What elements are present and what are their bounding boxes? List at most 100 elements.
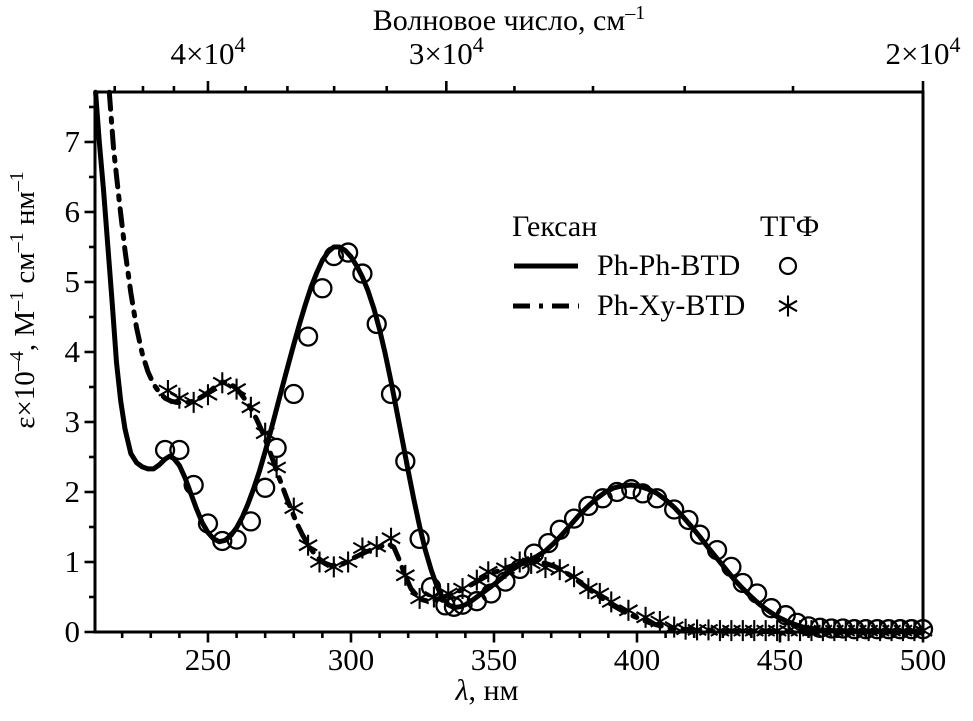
asterisk-marker xyxy=(650,610,670,632)
circle-marker xyxy=(366,313,387,335)
asterisk-marker xyxy=(424,586,444,608)
y-tick-label: 2 xyxy=(65,474,81,509)
circle-marker xyxy=(169,439,190,461)
wavenumber-tick-label: 3×104 xyxy=(409,32,484,71)
asterisk-marker xyxy=(324,556,344,578)
top-axis-title: Волновое число, см–1 xyxy=(373,2,646,38)
circle-marker xyxy=(746,583,768,604)
y-tick-label: 0 xyxy=(65,614,81,649)
curve-ph-xy-btd-dashdot xyxy=(106,89,926,635)
asterisk-marker xyxy=(169,387,189,409)
circle-marker xyxy=(549,519,570,540)
circle-marker xyxy=(197,513,219,534)
x-axis-symbol: λ xyxy=(455,674,469,707)
legend-label-ph-ph-btd: Ph-Ph-BTD xyxy=(597,249,741,282)
y-axis-ticks xyxy=(84,105,95,634)
asterisk-marker xyxy=(635,606,656,628)
asterisk-marker xyxy=(618,599,639,621)
asterisk-marker xyxy=(266,456,287,478)
wavenumber-axis-ticks xyxy=(113,81,925,92)
y-tick-label: 5 xyxy=(65,264,81,299)
asterisk-marker xyxy=(338,551,358,573)
x-tick-label: 300 xyxy=(328,642,375,677)
top-axis-title-text: Волновое число, см xyxy=(372,4,626,37)
circle-marker xyxy=(312,278,333,299)
circle-marker xyxy=(480,583,502,604)
circle-marker xyxy=(212,530,233,552)
x-axis-title: λ, нм xyxy=(455,674,518,708)
asterisk-marker xyxy=(664,616,684,638)
legend-row-ph-ph-btd: Ph-Ph-BTD xyxy=(512,246,819,286)
circle-marker xyxy=(380,383,402,405)
markers-ph-xy-btd-asterisk xyxy=(158,372,933,642)
y-tick-label: 4 xyxy=(65,334,81,369)
legend-label-ph-xy-btd: Ph-Xy-BTD xyxy=(597,289,746,322)
circle-marker xyxy=(323,245,344,267)
x-tick-label: 350 xyxy=(471,642,518,677)
y-title-part: , М xyxy=(8,310,41,352)
asterisk-marker xyxy=(578,578,598,600)
legend: Гексан ТГФ Ph-Ph-BTD Ph-Xy-BTD xyxy=(512,208,819,326)
y-title-part: нм xyxy=(8,191,41,233)
y-title-sup: –1 xyxy=(6,290,29,311)
y-axis-title: ε×10–4, М–1 см–1 нм–1 xyxy=(6,171,42,428)
asterisk-marker xyxy=(913,620,933,642)
y-tick-label: 6 xyxy=(65,194,81,229)
legend-header-row: Гексан ТГФ xyxy=(512,208,819,246)
wavenumber-tick-label: 4×104 xyxy=(170,32,245,71)
asterisk-marker xyxy=(212,372,232,394)
asterisk-marker xyxy=(395,564,415,586)
y-title-sup: –1 xyxy=(6,171,29,192)
y-title-sup: –4 xyxy=(6,351,29,372)
legend-header-hexane: Гексан xyxy=(512,210,598,243)
asterisk-marker xyxy=(478,561,498,583)
circle-marker xyxy=(154,439,176,461)
y-tick-label: 3 xyxy=(65,404,81,439)
circle-marker xyxy=(337,242,359,263)
asterisk-marker xyxy=(521,552,541,574)
circle-marker xyxy=(409,528,430,550)
x-tick-label: 500 xyxy=(900,642,947,677)
legend-row-ph-xy-btd: Ph-Xy-BTD xyxy=(512,286,819,326)
circle-marker xyxy=(563,508,585,529)
asterisk-marker xyxy=(550,559,570,581)
y-tick-label: 1 xyxy=(65,544,81,579)
asterisk-marker-icon xyxy=(760,294,816,318)
asterisk-marker xyxy=(198,384,218,406)
solid-line-swatch xyxy=(512,260,597,272)
top-axis-title-exponent: –1 xyxy=(625,2,646,24)
asterisk-marker xyxy=(564,566,584,588)
circle-marker xyxy=(395,451,416,472)
circle-marker xyxy=(538,532,559,554)
circle-marker xyxy=(706,539,728,561)
circle-marker xyxy=(632,483,653,504)
circle-marker xyxy=(721,556,742,578)
asterisk-marker xyxy=(241,396,261,418)
circle-marker xyxy=(689,524,711,545)
asterisk-marker xyxy=(601,591,621,613)
circle-marker xyxy=(266,437,287,459)
circle-marker xyxy=(678,509,699,531)
circle-marker xyxy=(646,488,668,509)
y-title-part: ε×10 xyxy=(8,371,41,429)
circle-marker xyxy=(621,479,642,500)
asterisk-marker xyxy=(467,569,487,591)
circle-marker xyxy=(240,511,262,532)
asterisk-marker xyxy=(298,534,318,556)
circle-marker xyxy=(183,474,204,496)
dashdot-line-swatch xyxy=(512,300,597,312)
y-tick-label: 7 xyxy=(65,124,81,159)
asterisk-marker xyxy=(255,422,275,444)
x-tick-label: 400 xyxy=(614,642,661,677)
asterisk-marker xyxy=(309,551,330,573)
circle-marker xyxy=(606,481,628,503)
asterisk-marker xyxy=(904,620,925,642)
wavenumber-tick-label: 2×104 xyxy=(886,32,961,71)
asterisk-marker xyxy=(226,378,247,400)
x-tick-label: 250 xyxy=(185,642,232,677)
legend-header-thf: ТГФ xyxy=(760,210,820,243)
circle-marker-icon xyxy=(760,254,816,278)
plot-frame xyxy=(93,90,925,634)
